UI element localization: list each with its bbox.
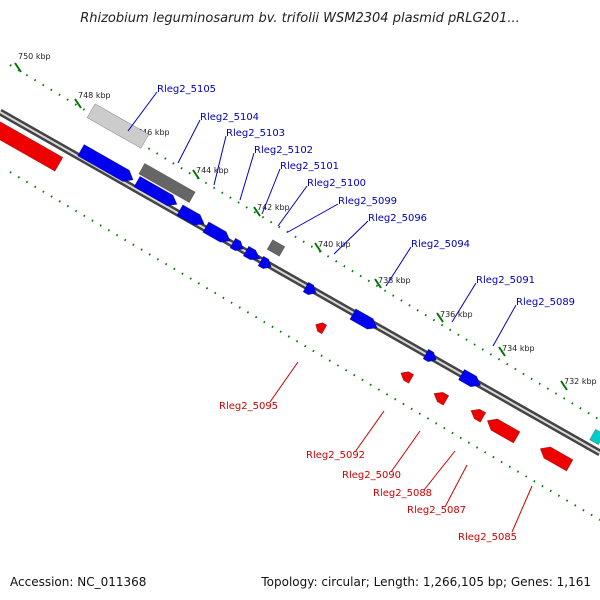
gene-label-rleg2-5099[interactable]: Rleg2_5099 (338, 196, 397, 207)
tick-label-748: 748 kbp (78, 91, 111, 100)
gene-rleg2-5094[interactable] (349, 308, 380, 333)
gene-rleg2-5085[interactable] (537, 443, 574, 472)
leader-line (423, 450, 456, 491)
gene-rleg2-5091[interactable] (422, 348, 439, 364)
inner-tick-track (9, 171, 600, 521)
gene-label-rleg2-5089[interactable]: Rleg2_5089 (516, 297, 575, 308)
topology-summary: Topology: circular; Length: 1,266,105 bp… (260, 575, 591, 589)
tick-mark (374, 278, 382, 289)
gene-label-rleg2-5096[interactable]: Rleg2_5096 (368, 213, 427, 224)
leader-line (451, 282, 477, 323)
gene-rleg2-5092[interactable] (398, 369, 415, 384)
leader-line (277, 185, 308, 227)
leader-line (239, 152, 255, 201)
gene-label-rleg2-5088[interactable]: Rleg2_5088 (373, 488, 432, 499)
leader-line (213, 135, 227, 186)
gene-label-rleg2-5105[interactable]: Rleg2_5105 (157, 84, 216, 95)
leader-line (269, 361, 299, 403)
tick-mark (192, 169, 200, 180)
gene-label-rleg2-5103[interactable]: Rleg2_5103 (226, 128, 285, 139)
leader-line (511, 485, 533, 533)
gene-label-rleg2-5101[interactable]: Rleg2_5101 (280, 161, 339, 172)
leader-line (333, 220, 369, 255)
gene-label-rleg2-5092[interactable]: Rleg2_5092 (306, 450, 365, 461)
gene-label-rleg2-5085[interactable]: Rleg2_5085 (458, 532, 517, 543)
leader-line (354, 410, 385, 453)
gene-rleg2-5103[interactable] (133, 176, 180, 209)
gene-rleg2-5090[interactable] (431, 389, 450, 406)
leader-line (127, 91, 158, 132)
tick-label-740: 740 kbp (318, 240, 351, 249)
gene-rleg2-5088[interactable] (468, 406, 487, 423)
leader-line (287, 203, 339, 233)
gene-rleg2-5102[interactable] (176, 204, 207, 229)
leader-line (492, 304, 517, 347)
gene-rleg2-5101[interactable] (202, 221, 233, 246)
leader-line (385, 246, 412, 287)
gene-rleg2-5087[interactable] (484, 415, 521, 444)
tick-label-742: 742 kbp (257, 203, 290, 212)
label-leader-lines (127, 91, 533, 533)
tick-mark (253, 206, 261, 217)
gene-rleg2-5106[interactable] (77, 144, 137, 186)
leader-line (177, 119, 201, 164)
gene-features (0, 103, 600, 472)
forward-gene-labels: Rleg2_5105 Rleg2_5104 Rleg2_5103 Rleg2_5… (157, 84, 575, 308)
tick-mark (498, 346, 506, 357)
tick-label-734: 734 kbp (502, 344, 535, 353)
tick-marks (14, 62, 568, 391)
tick-mark (560, 380, 568, 391)
pseudogene-rleg2-5099[interactable] (266, 239, 286, 257)
pseudogene-rleg2-5105[interactable] (86, 103, 150, 149)
tick-label-746: 746 kbp (137, 128, 170, 137)
tick-label-750: 750 kbp (18, 52, 51, 61)
tick-label-732: 732 kbp (564, 377, 597, 386)
gene-label-rleg2-5102[interactable]: Rleg2_5102 (254, 145, 313, 156)
gene-rleg2-5099-b[interactable] (257, 255, 274, 271)
tick-mark (14, 62, 22, 73)
feature-other[interactable] (589, 428, 600, 446)
tick-mark (314, 242, 322, 253)
gene-label-rleg2-5100[interactable]: Rleg2_5100 (307, 178, 366, 189)
leader-line (390, 430, 421, 473)
gene-label-rleg2-5091[interactable]: Rleg2_5091 (476, 275, 535, 286)
leader-line (261, 168, 281, 215)
gene-label-rleg2-5087[interactable]: Rleg2_5087 (407, 505, 466, 516)
pseudogene-rleg2-5104[interactable] (138, 163, 196, 203)
accession-text: Accession: NC_011368 (10, 575, 146, 589)
sequence-backbone (0, 108, 600, 457)
gene-rleg2-5099-a[interactable] (242, 245, 262, 263)
map-title: Rhizobium leguminosarum bv. trifolii WSM… (80, 11, 520, 26)
gene-rleg2-5100[interactable] (229, 237, 246, 253)
gene-label-rleg2-5104[interactable]: Rleg2_5104 (200, 112, 259, 123)
gene-label-rleg2-5094[interactable]: Rleg2_5094 (411, 239, 470, 250)
gene-label-rleg2-5090[interactable]: Rleg2_5090 (342, 470, 401, 481)
gene-label-rleg2-5095[interactable]: Rleg2_5095 (219, 401, 278, 412)
leader-line (444, 464, 468, 508)
tick-label-738: 738 kbp (378, 276, 411, 285)
gene-rleg2-5089[interactable] (458, 368, 483, 390)
tick-labels: 750 kbp 748 kbp 746 kbp 744 kbp 742 kbp … (18, 52, 597, 386)
reverse-gene-labels: Rleg2_5095 Rleg2_5092 Rleg2_5090 Rleg2_5… (219, 401, 517, 543)
tick-mark (74, 98, 82, 109)
gene-rleg2-5095[interactable] (313, 320, 328, 335)
tick-mark (436, 312, 444, 323)
backbone-highlight (0, 111, 600, 454)
tick-label-744: 744 kbp (196, 166, 229, 175)
gene-rleg2-5096[interactable] (302, 281, 319, 297)
gene-rleg2-reverse-left[interactable] (0, 118, 64, 172)
